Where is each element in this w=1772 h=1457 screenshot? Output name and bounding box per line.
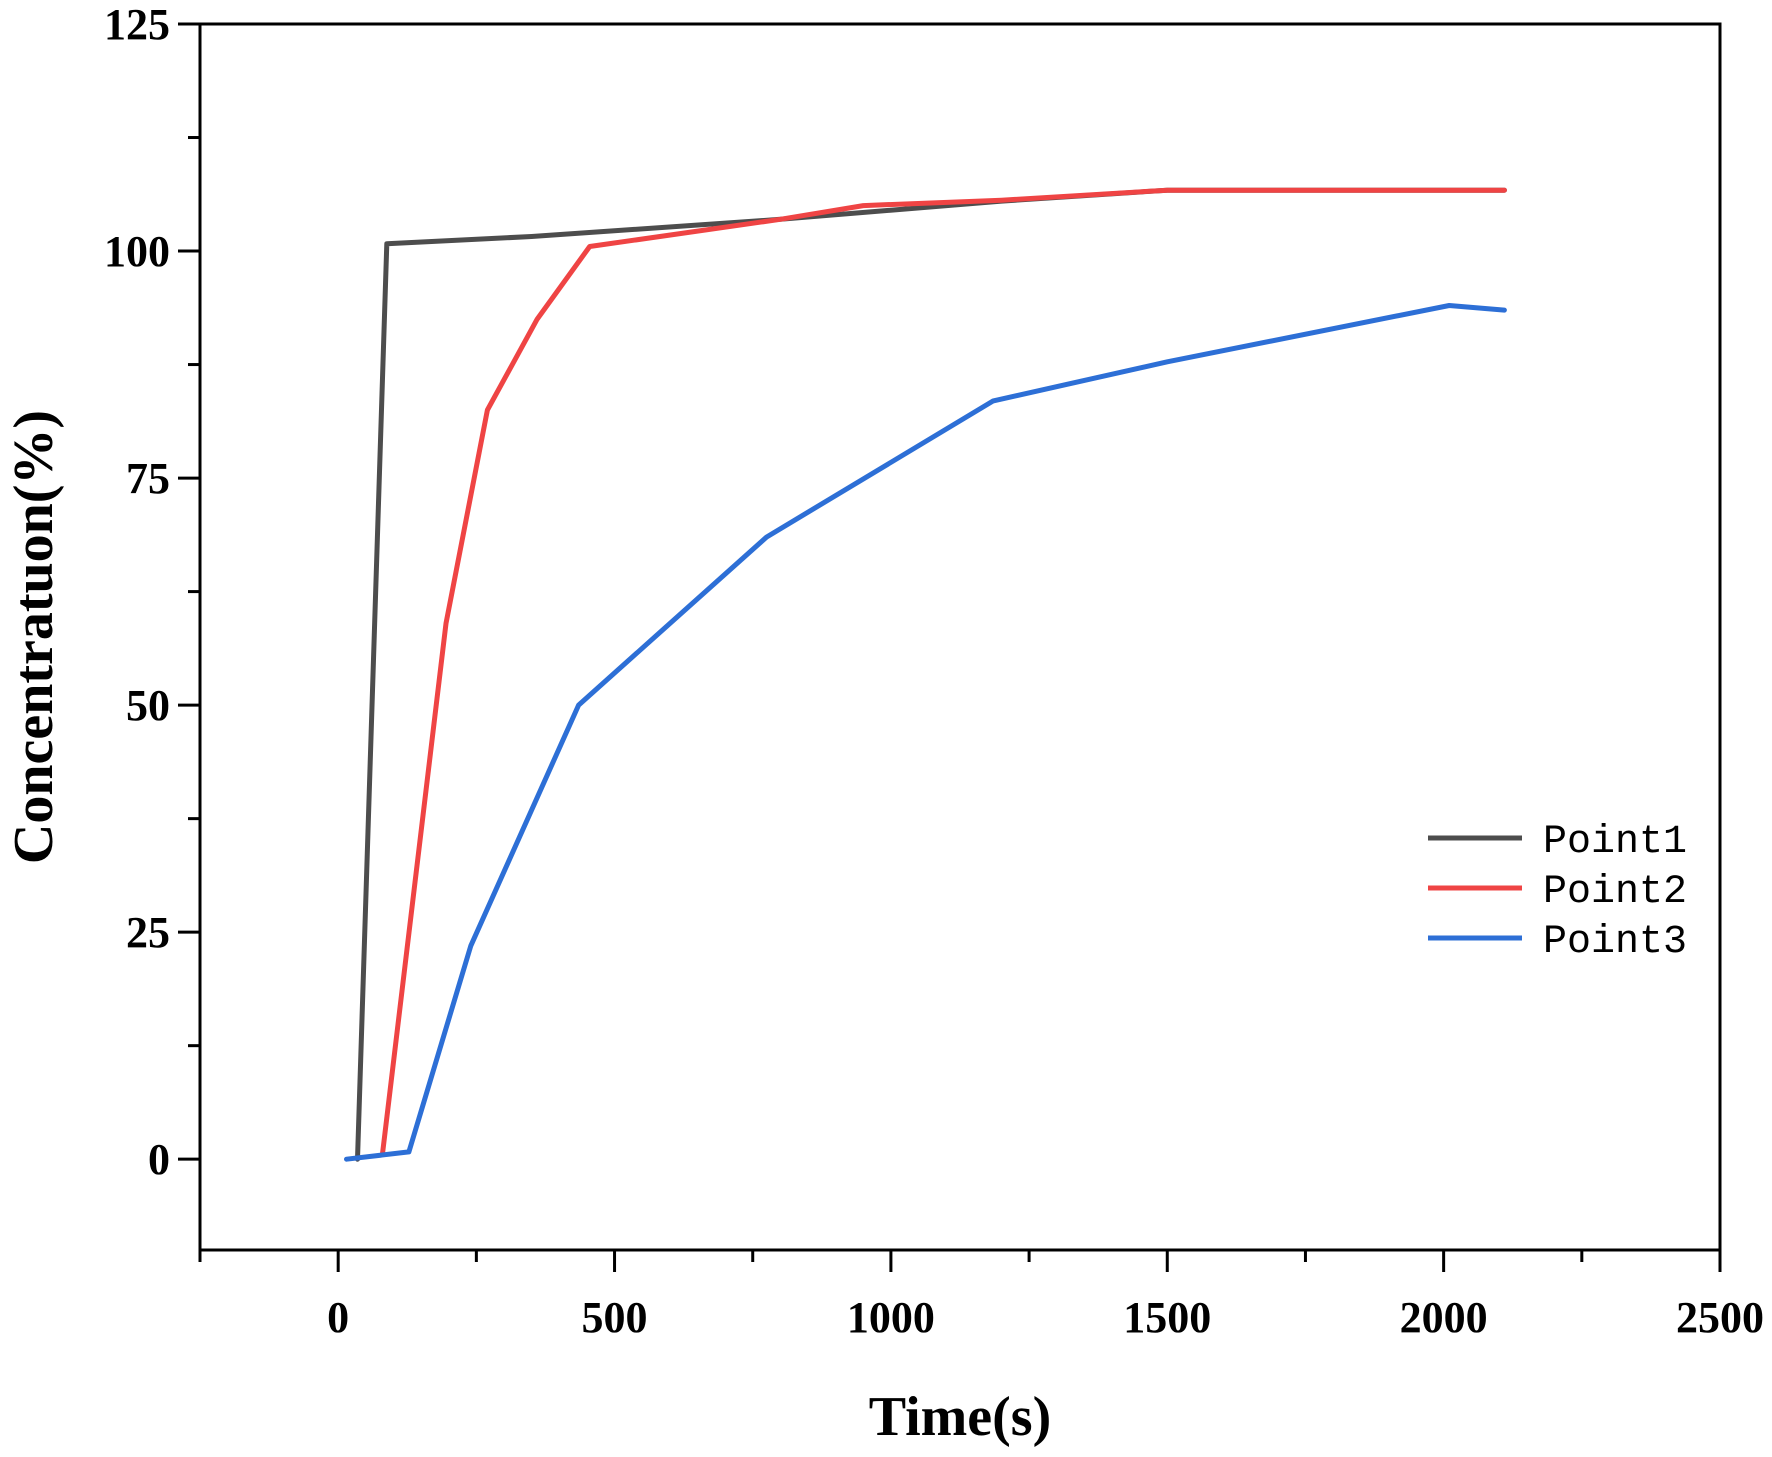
series-line-point3 <box>344 303 1507 1162</box>
y-tick-label: 75 <box>126 454 170 503</box>
series-line-point2 <box>379 187 1507 1158</box>
x-axis-ticks: 0 500 1000 1500 2000 2500 <box>198 1250 1764 1342</box>
x-tick-label: 0 <box>327 1293 349 1342</box>
x-axis-title: Time(s) <box>869 1386 1052 1448</box>
series-lines <box>344 187 1507 1162</box>
x-tick-label: 2000 <box>1400 1293 1488 1342</box>
y-tick-label: 50 <box>126 681 170 730</box>
plot-frame <box>198 22 1722 1252</box>
legend-label: Point1 <box>1543 820 1687 865</box>
legend-label: Point3 <box>1543 920 1687 965</box>
y-tick-label: 125 <box>104 0 170 49</box>
legend-label: Point2 <box>1543 870 1687 915</box>
x-tick-label: 1500 <box>1123 1293 1211 1342</box>
y-axis-ticks: 0 25 50 75 100 125 <box>104 0 200 1184</box>
x-tick-label: 2500 <box>1676 1293 1764 1342</box>
y-axis-title: Concentratuon(%) <box>3 410 65 864</box>
x-tick-label: 500 <box>582 1293 648 1342</box>
y-tick-label: 25 <box>126 908 170 957</box>
y-tick-label: 100 <box>104 227 170 276</box>
legend: Point1 Point2 Point3 <box>1428 820 1687 965</box>
x-tick-label: 1000 <box>847 1293 935 1342</box>
y-tick-label: 0 <box>148 1135 170 1184</box>
